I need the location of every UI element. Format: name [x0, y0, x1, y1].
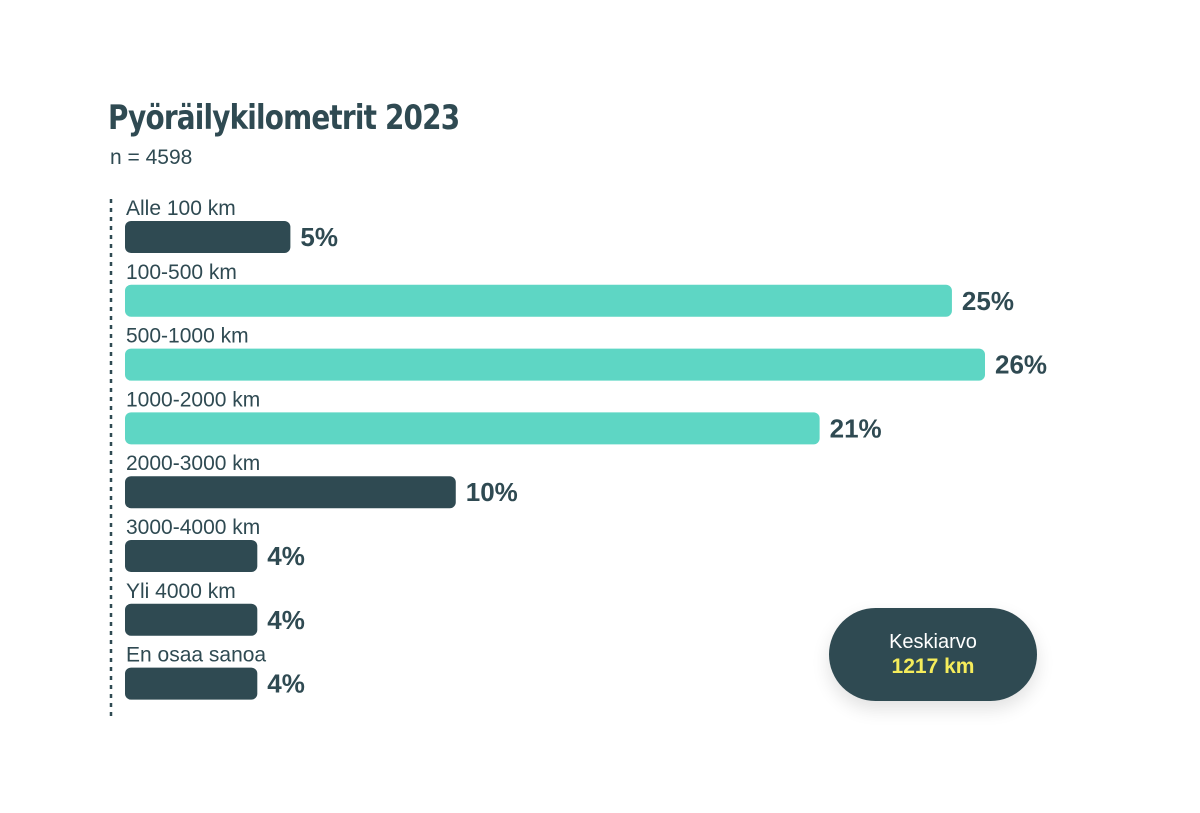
bar	[125, 348, 985, 381]
average-callout: Keskiarvo 1217 km	[829, 608, 1037, 701]
value-label: 21%	[830, 413, 882, 443]
category-label: 3000-4000 km	[126, 516, 260, 539]
bar	[125, 603, 258, 636]
category-label: Yli 4000 km	[126, 580, 236, 603]
category-label: 500-1000 km	[126, 325, 249, 348]
category-label: 2000-3000 km	[126, 452, 260, 475]
category-label: Alle 100 km	[126, 197, 236, 220]
value-label: 25%	[962, 286, 1014, 316]
value-label: 5%	[300, 222, 338, 252]
value-label: 4%	[267, 669, 305, 699]
average-label: Keskiarvo	[889, 630, 977, 653]
category-label: En osaa sanoa	[126, 644, 266, 667]
value-label: 4%	[267, 541, 305, 571]
bar	[125, 667, 258, 700]
bar	[125, 540, 258, 572]
average-value: 1217 km	[891, 654, 975, 678]
value-label: 10%	[466, 477, 518, 507]
bars-group: Alle 100 km 5% 100-500 km 25% 500-1000 km 26%…	[125, 197, 1047, 700]
category-label: 1000-2000 km	[126, 388, 260, 411]
bar	[125, 221, 291, 253]
chart-subtitle: n = 4598	[110, 146, 193, 169]
value-label: 26%	[995, 350, 1047, 380]
bar	[125, 284, 952, 317]
category-label: 100-500 km	[126, 261, 237, 284]
bar	[125, 412, 820, 445]
bar	[125, 476, 456, 509]
chart-title: Pyöräilykilometrit 2023	[108, 98, 460, 138]
value-label: 4%	[267, 605, 305, 635]
